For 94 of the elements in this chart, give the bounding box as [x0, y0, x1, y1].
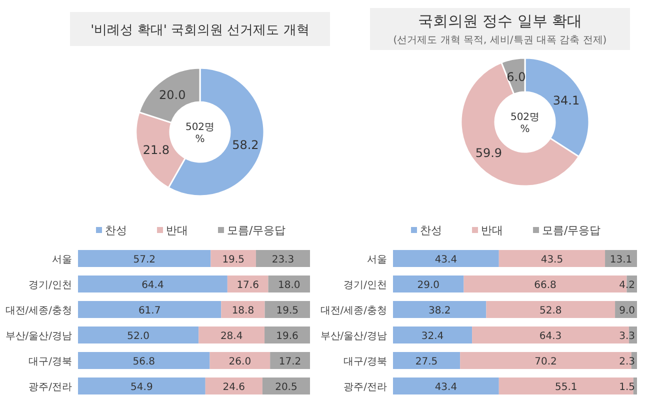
y-tick-label: 광주/전라	[28, 382, 72, 393]
data-label: 52.0	[127, 331, 150, 342]
bar	[268, 276, 310, 292]
bar	[486, 301, 616, 318]
bar	[210, 250, 256, 267]
text: 502명	[510, 112, 540, 123]
data-label: 19.6	[276, 331, 298, 342]
data-label: 29.0	[417, 280, 440, 291]
bar	[393, 250, 499, 267]
bar	[270, 352, 310, 369]
data-label: 64.3	[539, 331, 562, 342]
legend-label: 찬성	[420, 224, 442, 237]
bar	[198, 326, 265, 344]
bar	[256, 250, 310, 267]
bar	[264, 326, 310, 344]
data-label: 61.7	[138, 306, 161, 316]
bar	[393, 378, 499, 394]
data-label: 27.5	[415, 356, 438, 368]
bar	[78, 276, 228, 292]
chart-title: '비례성 확대' 국회의원 선거제도 개혁	[90, 23, 310, 38]
data-label: 2.3	[619, 356, 635, 368]
bar	[393, 276, 464, 292]
data-label: 24.6	[222, 382, 246, 393]
bar	[393, 326, 472, 344]
data-label: 17.2	[278, 356, 302, 368]
y-tick-label: 서울	[52, 254, 72, 266]
data-label: 20.5	[275, 382, 298, 393]
y-tick-label: 경기/인천	[28, 280, 72, 291]
data-label: 19.5	[222, 254, 244, 266]
data-label: 55.1	[554, 382, 578, 393]
data-label: 43.4	[434, 254, 458, 266]
data-label: 52.8	[539, 306, 562, 316]
data-label: 66.8	[534, 280, 556, 291]
text: 502명	[185, 122, 215, 133]
data-label: 4.2	[619, 280, 635, 291]
bar	[78, 352, 210, 369]
y-tick-label: 대구/경북	[28, 356, 72, 368]
legend-label: 찬성	[105, 224, 127, 237]
legend-label: 반대	[481, 224, 503, 237]
bar	[393, 352, 460, 369]
bar	[633, 378, 637, 394]
y-tick-label: 대전/세종/충청	[320, 306, 387, 316]
y-tick-label: 대전/세종/충청	[5, 306, 72, 316]
bar	[205, 378, 262, 394]
data-label: 64.4	[142, 280, 164, 291]
data-label: 19.5	[276, 306, 299, 316]
y-tick-label: 대구/경북	[344, 356, 387, 368]
data-label: 34.1	[552, 93, 580, 108]
y-tick-label: 서울	[367, 254, 387, 266]
bar	[221, 301, 265, 318]
bar	[264, 301, 310, 318]
text: %	[520, 124, 530, 135]
chart-subtitle: (선거제도 개혁 목적, 세비/특권 대폭 감축 전제)	[393, 35, 607, 46]
bar	[78, 326, 199, 344]
legend-label: 반대	[166, 224, 188, 237]
text: %	[195, 134, 205, 145]
bar	[498, 378, 634, 394]
bar	[78, 301, 222, 318]
data-label: 56.8	[132, 356, 156, 368]
data-label: 13.1	[610, 254, 632, 266]
data-label: 38.2	[428, 306, 451, 316]
data-label: 26.0	[228, 356, 252, 368]
bar	[210, 352, 270, 369]
data-label: 70.2	[534, 356, 557, 368]
bar	[498, 250, 606, 267]
data-label: 23.3	[272, 254, 294, 266]
data-label: 3.3	[619, 331, 635, 342]
data-label: 21.8	[142, 143, 170, 158]
data-label: 57.2	[133, 254, 156, 266]
data-label: 20.0	[159, 88, 186, 102]
data-label: 9.0	[619, 306, 635, 316]
bar	[78, 250, 211, 267]
y-tick-label: 경기/인천	[344, 280, 387, 291]
data-label: 18.0	[278, 280, 300, 291]
data-label: 28.4	[220, 331, 243, 342]
bar	[78, 378, 206, 394]
data-label: 17.6	[236, 280, 259, 291]
data-label: 59.9	[475, 146, 502, 160]
data-label: 32.4	[421, 331, 444, 342]
y-tick-label: 부산/울산/경남	[5, 331, 72, 342]
data-label: 1.5	[619, 382, 635, 393]
data-label: 43.5	[540, 254, 564, 266]
data-label: 43.4	[434, 382, 458, 393]
y-tick-label: 부산/울산/경남	[320, 331, 387, 342]
y-tick-label: 광주/전라	[344, 382, 387, 393]
data-label: 58.2	[232, 138, 259, 152]
bar	[262, 378, 310, 394]
legend-label: 모름/무응답	[542, 224, 601, 237]
data-label: 54.9	[130, 382, 153, 393]
data-label: 18.8	[232, 306, 254, 316]
bar	[393, 301, 486, 318]
bar	[227, 276, 268, 292]
chart-title: 국회의원 정수 일부 확대	[418, 12, 582, 30]
legend-label: 모름/무응답	[227, 224, 286, 237]
